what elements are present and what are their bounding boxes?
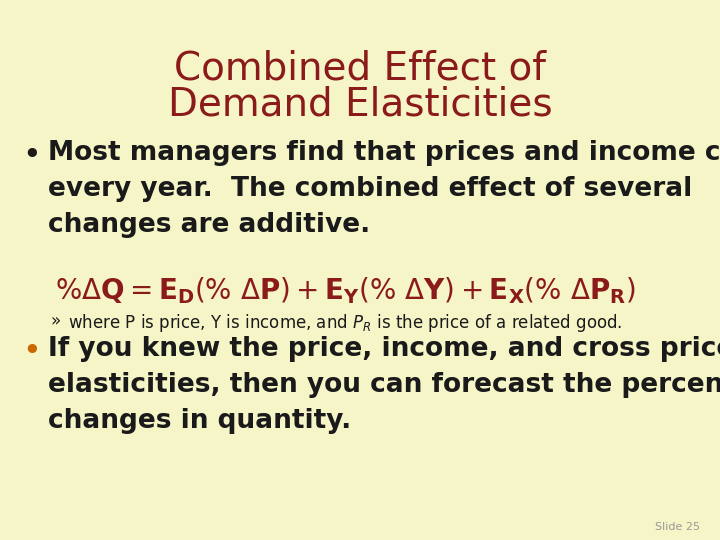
Text: •: • (22, 140, 41, 171)
Text: •: • (22, 336, 41, 367)
Text: Combined Effect of: Combined Effect of (174, 50, 546, 88)
Text: $\%\Delta\mathbf{Q} = \mathbf{E_D}(\%\ \Delta\mathbf{P}) + \mathbf{E_Y}(\%\ \Del: $\%\Delta\mathbf{Q} = \mathbf{E_D}(\%\ \… (55, 275, 636, 306)
Text: changes in quantity.: changes in quantity. (48, 408, 351, 434)
Text: changes are additive.: changes are additive. (48, 212, 370, 238)
Text: Most managers find that prices and income change: Most managers find that prices and incom… (48, 140, 720, 166)
Text: where P is price, Y is income, and $P_R$ is the price of a related good.: where P is price, Y is income, and $P_R$… (68, 312, 622, 334)
Text: Demand Elasticities: Demand Elasticities (168, 85, 552, 123)
Text: every year.  The combined effect of several: every year. The combined effect of sever… (48, 176, 692, 202)
Text: If you knew the price, income, and cross price: If you knew the price, income, and cross… (48, 336, 720, 362)
Text: Slide 25: Slide 25 (655, 522, 700, 532)
Text: elasticities, then you can forecast the percentage: elasticities, then you can forecast the … (48, 372, 720, 398)
Text: »: » (50, 312, 60, 330)
